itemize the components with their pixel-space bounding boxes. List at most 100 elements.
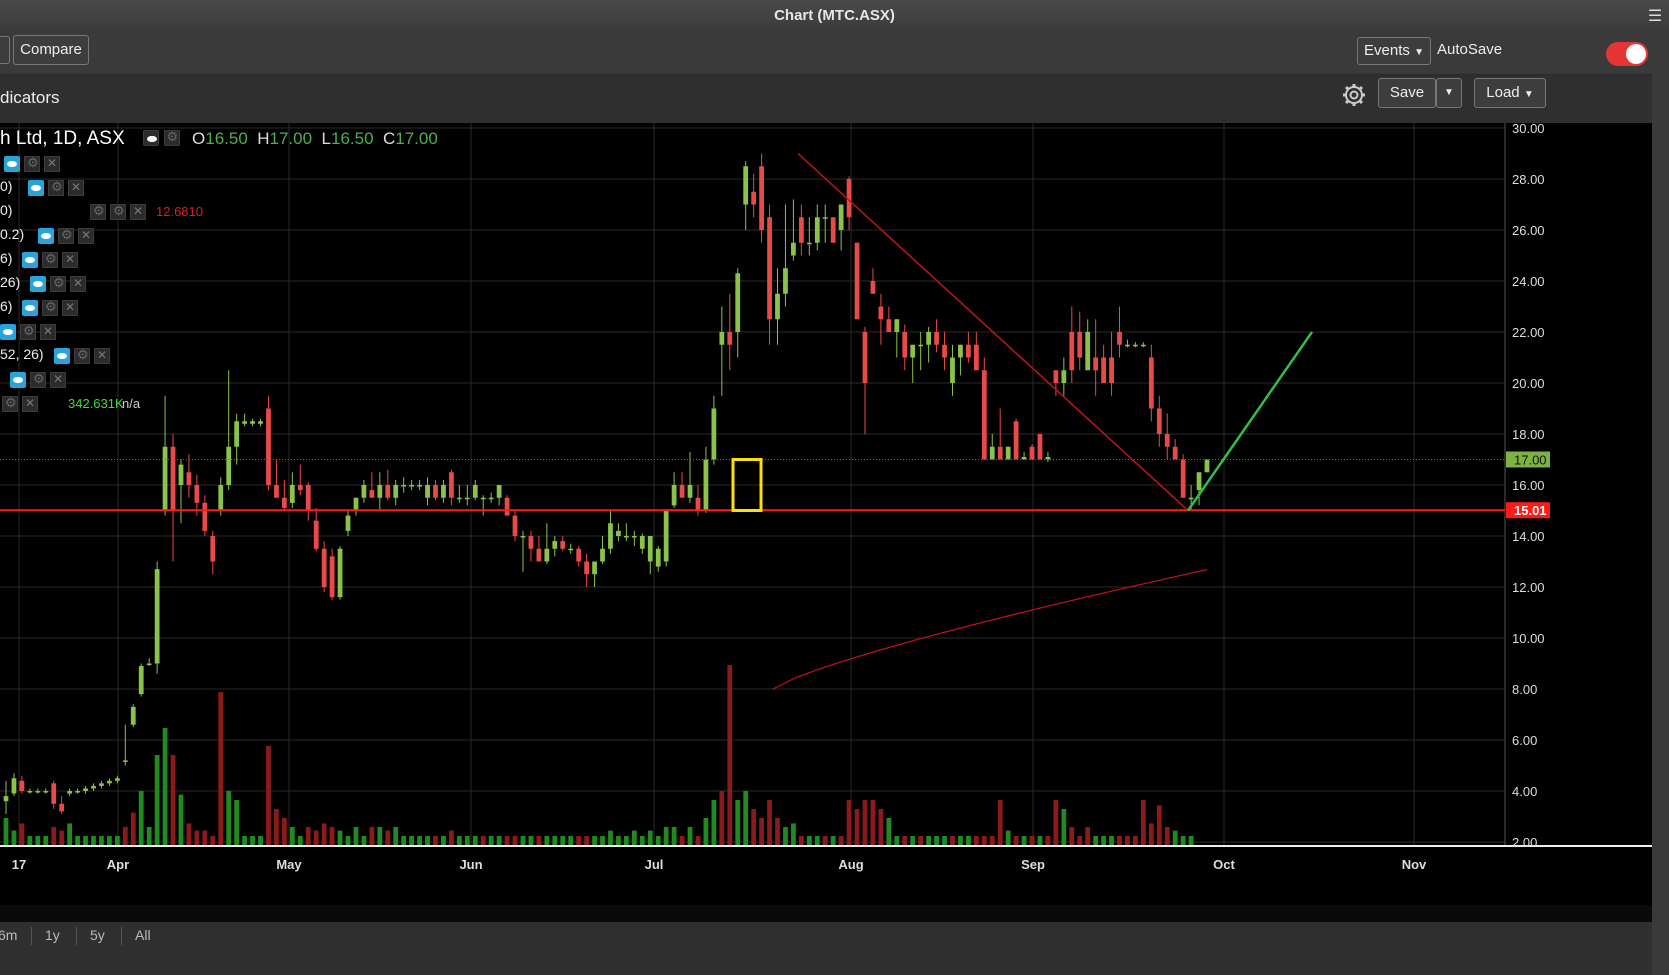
indicator-eye-icon[interactable] bbox=[22, 300, 38, 316]
volume-bar bbox=[520, 836, 526, 845]
indicator-gear-icon[interactable] bbox=[48, 179, 64, 196]
indicator-eye-icon[interactable] bbox=[28, 180, 44, 196]
header-gear-icon[interactable] bbox=[163, 129, 180, 146]
candle bbox=[846, 179, 852, 218]
volume-bar bbox=[727, 665, 733, 845]
volume-bar bbox=[1085, 827, 1091, 845]
volume-bar bbox=[783, 827, 788, 845]
volume-bar bbox=[942, 836, 947, 845]
indicator-close-icon[interactable] bbox=[40, 324, 56, 340]
high-label: H bbox=[257, 129, 270, 148]
compare-button[interactable]: Compare bbox=[13, 35, 89, 65]
events-dropdown[interactable]: Events ▼ bbox=[1357, 37, 1431, 65]
save-button[interactable]: Save bbox=[1378, 78, 1436, 108]
volume-bar bbox=[464, 836, 470, 845]
close-label: C bbox=[382, 129, 396, 148]
indicator-gear-icon[interactable] bbox=[20, 323, 36, 340]
indicator-close-icon[interactable] bbox=[62, 252, 78, 268]
indicator-eye-icon[interactable] bbox=[38, 228, 54, 244]
range-button-1y[interactable]: 1y bbox=[45, 927, 60, 943]
indicator-gear-icon[interactable] bbox=[30, 371, 46, 388]
indicator-close-icon[interactable] bbox=[68, 180, 84, 196]
indicator-close-icon[interactable] bbox=[62, 300, 78, 316]
price-chart[interactable]: 30.00 28.00 26.00 24.00 22.00 20.00 18.00 16.00… bbox=[0, 123, 1652, 905]
load-label: Load bbox=[1486, 84, 1520, 101]
indicator-gear-icon[interactable] bbox=[58, 227, 74, 244]
indicator-close-icon[interactable] bbox=[50, 372, 66, 388]
candle bbox=[226, 446, 232, 485]
indicator-legend-row: 26) bbox=[0, 274, 86, 292]
current-price-badge-label: 17.00 bbox=[1514, 453, 1547, 468]
indicator-close-icon[interactable] bbox=[70, 276, 86, 292]
indicator-hidden-eye-icon[interactable] bbox=[90, 203, 106, 220]
volume-bar bbox=[1061, 809, 1067, 845]
volume-bar bbox=[767, 800, 772, 845]
y-tick-label: 6.00 bbox=[1512, 733, 1537, 748]
candle bbox=[1053, 370, 1059, 383]
indicator-eye-icon[interactable] bbox=[22, 252, 38, 268]
indicator-gear-icon[interactable] bbox=[2, 395, 18, 412]
volume-bar bbox=[11, 830, 17, 845]
candle bbox=[274, 485, 279, 498]
indicator-close-icon[interactable] bbox=[130, 204, 146, 220]
save-options-chevron-icon[interactable]: ▼ bbox=[1436, 78, 1462, 108]
candle bbox=[1109, 357, 1114, 383]
indicator-close-icon[interactable] bbox=[94, 348, 110, 364]
volume-bar bbox=[194, 830, 200, 845]
candle bbox=[59, 803, 65, 812]
indicator-close-icon[interactable] bbox=[44, 156, 60, 172]
indicator-gear-icon[interactable] bbox=[42, 251, 58, 268]
candle bbox=[385, 485, 391, 498]
toolbar-partial-button[interactable] bbox=[0, 36, 10, 64]
indicator-eye-icon[interactable] bbox=[54, 348, 70, 364]
load-dropdown[interactable]: Load ▼ bbox=[1474, 78, 1546, 108]
indicators-button[interactable]: dicators bbox=[0, 88, 60, 107]
candle bbox=[989, 446, 995, 460]
candle bbox=[639, 536, 645, 549]
candle bbox=[711, 408, 717, 460]
candle bbox=[297, 485, 303, 491]
autosave-toggle[interactable] bbox=[1606, 42, 1648, 66]
volume-bar bbox=[997, 800, 1003, 845]
candle bbox=[663, 510, 669, 562]
indicator-eye-icon[interactable] bbox=[0, 324, 16, 340]
header-eye-icon[interactable] bbox=[143, 130, 160, 146]
indicator-close-icon[interactable] bbox=[78, 228, 94, 244]
volume-bar bbox=[600, 836, 605, 845]
chart-area[interactable]: 30.00 28.00 26.00 24.00 22.00 20.00 18.00 16.00… bbox=[0, 123, 1652, 905]
indicator-gear-icon[interactable] bbox=[24, 155, 40, 172]
indicator-eye-icon[interactable] bbox=[30, 276, 46, 292]
indicator-gear-icon[interactable] bbox=[74, 347, 90, 364]
volume-bar bbox=[27, 836, 33, 845]
indicator-eye-icon[interactable] bbox=[10, 372, 26, 388]
indicator-gear-icon[interactable] bbox=[50, 275, 66, 292]
indicator-close-icon[interactable] bbox=[22, 396, 38, 412]
candle bbox=[130, 706, 136, 725]
indicator-eye-icon[interactable] bbox=[4, 156, 20, 172]
candle bbox=[942, 344, 947, 358]
range-button-all[interactable]: All bbox=[135, 927, 151, 943]
range-button-5y[interactable]: 5y bbox=[90, 927, 105, 943]
events-label: Events bbox=[1364, 42, 1410, 59]
volume-bar bbox=[926, 836, 932, 845]
hamburger-menu-icon[interactable]: ☰ bbox=[1647, 8, 1663, 25]
candle bbox=[146, 663, 152, 665]
indicator-gear-icon[interactable] bbox=[42, 299, 58, 316]
volume-bar bbox=[695, 836, 701, 845]
candle bbox=[488, 497, 494, 500]
candle bbox=[242, 421, 247, 424]
volume-bar bbox=[576, 836, 582, 845]
candle bbox=[1117, 332, 1122, 345]
gear-icon[interactable] bbox=[1341, 82, 1367, 108]
indicator-value: 342.631K bbox=[68, 396, 124, 411]
indicator-gear-icon[interactable] bbox=[110, 203, 126, 220]
candle bbox=[838, 204, 844, 230]
y-tick-label: 28.00 bbox=[1512, 172, 1545, 187]
window-right-border bbox=[1652, 32, 1669, 975]
candle bbox=[1148, 357, 1154, 409]
indicator-legend-row: 0) bbox=[0, 178, 84, 196]
candle bbox=[83, 788, 88, 791]
y-tick-label: 4.00 bbox=[1512, 784, 1537, 799]
volume-bar bbox=[743, 791, 749, 845]
range-button-6m[interactable]: 6m bbox=[0, 927, 18, 943]
